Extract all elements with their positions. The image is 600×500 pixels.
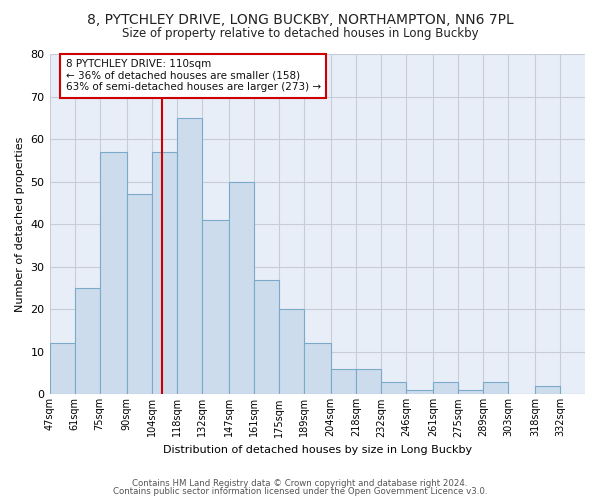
Y-axis label: Number of detached properties: Number of detached properties xyxy=(15,136,25,312)
X-axis label: Distribution of detached houses by size in Long Buckby: Distribution of detached houses by size … xyxy=(163,445,472,455)
Bar xyxy=(254,280,279,394)
Bar xyxy=(202,220,229,394)
Bar xyxy=(381,382,406,394)
Bar xyxy=(483,382,508,394)
Bar xyxy=(356,369,381,394)
Bar xyxy=(535,386,560,394)
Bar xyxy=(279,310,304,394)
Bar xyxy=(304,344,331,394)
Bar xyxy=(100,152,127,394)
Bar xyxy=(50,344,74,394)
Bar xyxy=(127,194,152,394)
Bar xyxy=(458,390,483,394)
Bar xyxy=(152,152,176,394)
Text: 8 PYTCHLEY DRIVE: 110sqm
← 36% of detached houses are smaller (158)
63% of semi-: 8 PYTCHLEY DRIVE: 110sqm ← 36% of detach… xyxy=(65,59,321,92)
Bar xyxy=(433,382,458,394)
Text: Contains public sector information licensed under the Open Government Licence v3: Contains public sector information licen… xyxy=(113,487,487,496)
Bar xyxy=(74,288,100,395)
Text: Contains HM Land Registry data © Crown copyright and database right 2024.: Contains HM Land Registry data © Crown c… xyxy=(132,478,468,488)
Text: 8, PYTCHLEY DRIVE, LONG BUCKBY, NORTHAMPTON, NN6 7PL: 8, PYTCHLEY DRIVE, LONG BUCKBY, NORTHAMP… xyxy=(86,12,514,26)
Bar xyxy=(229,182,254,394)
Text: Size of property relative to detached houses in Long Buckby: Size of property relative to detached ho… xyxy=(122,28,478,40)
Bar xyxy=(331,369,356,394)
Bar xyxy=(406,390,433,394)
Bar xyxy=(176,118,202,394)
